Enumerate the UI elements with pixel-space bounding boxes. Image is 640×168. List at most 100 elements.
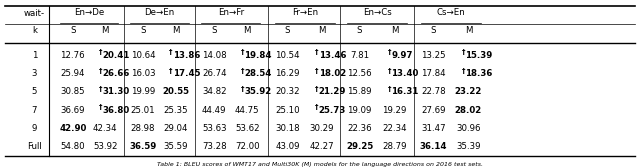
Text: 7: 7 [32,106,37,115]
Text: 23.22: 23.22 [455,87,482,96]
Text: 35.92: 35.92 [244,87,271,96]
Text: Table 1: BLEU scores of WMT17 and Multi30K (M) models for the language direction: Table 1: BLEU scores of WMT17 and Multi3… [157,162,483,167]
Text: 31.30: 31.30 [102,87,129,96]
Text: 13.25: 13.25 [421,51,445,60]
Text: 19.29: 19.29 [382,106,407,115]
Text: 12.76: 12.76 [60,51,85,60]
Text: 54.80: 54.80 [60,142,85,151]
Text: 25.35: 25.35 [164,106,188,115]
Text: M: M [172,26,180,35]
Text: 35.39: 35.39 [456,142,481,151]
Text: 22.36: 22.36 [347,124,372,133]
Text: 16.29: 16.29 [275,69,300,78]
Text: 12.56: 12.56 [347,69,372,78]
Text: M: M [465,26,472,35]
Text: 36.80: 36.80 [102,106,129,115]
Text: 20.41: 20.41 [102,51,129,60]
Text: 1: 1 [32,51,37,60]
Text: 10.64: 10.64 [131,51,155,60]
Text: †: † [462,49,465,55]
Text: M: M [391,26,398,35]
Text: 29.04: 29.04 [164,124,188,133]
Text: 27.69: 27.69 [421,106,445,115]
Text: 3: 3 [32,69,37,78]
Text: 53.63: 53.63 [202,124,227,133]
Text: 22.34: 22.34 [382,124,407,133]
Text: †: † [241,49,244,55]
Text: En→Cs: En→Cs [363,8,392,17]
Text: 7.81: 7.81 [350,51,369,60]
Text: 44.75: 44.75 [235,106,260,115]
Text: 10.54: 10.54 [275,51,300,60]
Text: †: † [99,86,102,92]
Text: 17.45: 17.45 [173,69,200,78]
Text: En→Fr: En→Fr [218,8,244,17]
Text: 28.54: 28.54 [244,69,271,78]
Text: 25.94: 25.94 [61,69,85,78]
Text: 18.36: 18.36 [465,69,493,78]
Text: 53.62: 53.62 [235,124,260,133]
Text: M: M [318,26,326,35]
Text: †: † [170,68,173,74]
Text: 15.89: 15.89 [348,87,372,96]
Text: 42.90: 42.90 [59,124,86,133]
Text: †: † [99,104,102,110]
Text: 73.28: 73.28 [202,142,227,151]
Text: †: † [316,104,319,110]
Text: 19.84: 19.84 [244,51,271,60]
Text: 30.85: 30.85 [60,87,85,96]
Text: 26.74: 26.74 [202,69,227,78]
Text: 36.69: 36.69 [61,106,85,115]
Text: 19.99: 19.99 [131,87,155,96]
Text: 28.98: 28.98 [131,124,155,133]
Text: 19.09: 19.09 [348,106,372,115]
Text: 18.02: 18.02 [319,69,346,78]
Text: 34.82: 34.82 [202,87,227,96]
Text: 9: 9 [32,124,37,133]
Text: 15.39: 15.39 [465,51,493,60]
Text: 72.00: 72.00 [235,142,260,151]
Text: 43.09: 43.09 [275,142,300,151]
Text: 36.59: 36.59 [129,142,156,151]
Text: †: † [316,68,319,74]
Text: S: S [356,26,362,35]
Text: †: † [388,86,392,92]
Text: †: † [170,49,173,55]
Text: 26.66: 26.66 [102,69,129,78]
Text: 53.92: 53.92 [93,142,118,151]
Text: 22.78: 22.78 [421,87,445,96]
Text: 28.02: 28.02 [455,106,482,115]
Text: 44.49: 44.49 [202,106,227,115]
Text: 20.32: 20.32 [275,87,300,96]
Text: M: M [244,26,251,35]
Text: 14.08: 14.08 [202,51,227,60]
Text: †: † [99,68,102,74]
Text: En→De: En→De [74,8,104,17]
Text: M: M [102,26,109,35]
Text: 29.25: 29.25 [346,142,373,151]
Text: S: S [70,26,76,35]
Text: †: † [462,68,465,74]
Text: 13.40: 13.40 [392,69,419,78]
Text: †: † [316,86,319,92]
Text: k: k [32,26,37,35]
Text: 31.47: 31.47 [421,124,445,133]
Text: 16.31: 16.31 [392,87,419,96]
Text: S: S [211,26,217,35]
Text: 42.34: 42.34 [93,124,118,133]
Text: 30.29: 30.29 [310,124,334,133]
Text: De→En: De→En [144,8,175,17]
Text: 42.27: 42.27 [310,142,334,151]
Text: S: S [140,26,146,35]
Text: †: † [388,68,392,74]
Text: 21.29: 21.29 [319,87,346,96]
Text: wait-: wait- [24,9,45,18]
Text: 25.73: 25.73 [319,106,346,115]
Text: 20.55: 20.55 [163,87,189,96]
Text: S: S [431,26,436,35]
Text: 30.96: 30.96 [456,124,481,133]
Text: 5: 5 [32,87,37,96]
Text: 25.01: 25.01 [131,106,155,115]
Text: S: S [285,26,291,35]
Text: 9.97: 9.97 [392,51,413,60]
